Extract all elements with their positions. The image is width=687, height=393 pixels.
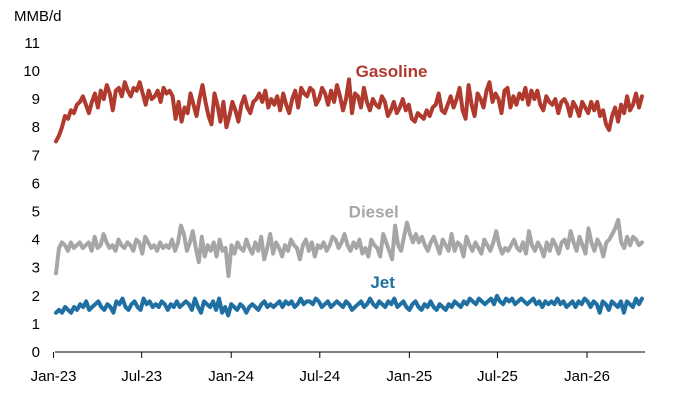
jet-line (54, 293, 644, 318)
x-tick-label: Jan-25 (386, 368, 432, 385)
x-axis-ticks: Jan-23 Jul-23 Jan-24 Jul-24 Jan-25 Jul-25 Jan-… (31, 352, 610, 385)
jet-series-label: Jet (370, 273, 395, 292)
y-axis-unit-label: MMB/d (14, 8, 62, 25)
x-tick-label: Jan-23 (31, 368, 77, 385)
x-tick-label: Jul-24 (299, 368, 340, 385)
y-tick-label: 11 (24, 35, 40, 52)
x-tick-label: Jan-26 (564, 368, 610, 385)
gasoline-series-label: Gasoline (356, 62, 428, 81)
series-labels: Gasoline Diesel Jet (349, 62, 428, 292)
y-tick-label: 10 (23, 63, 40, 80)
series-lines (54, 77, 644, 318)
y-tick-label: 7 (32, 147, 40, 164)
diesel-series-label: Diesel (349, 203, 399, 222)
gasoline-line (54, 77, 644, 144)
diesel-line (54, 217, 644, 279)
y-tick-label: 1 (32, 316, 40, 333)
y-tick-label: 8 (32, 119, 40, 136)
y-tick-label: 5 (32, 204, 40, 221)
y-tick-label: 4 (32, 232, 40, 249)
y-tick-label: 0 (32, 344, 40, 361)
y-tick-label: 3 (32, 260, 40, 277)
y-axis-tick-labels: 0 1 2 3 4 5 6 7 8 9 10 11 (23, 35, 40, 361)
y-tick-label: 6 (32, 175, 40, 192)
x-tick-label: Jul-25 (477, 368, 518, 385)
y-tick-label: 9 (32, 91, 40, 108)
x-tick-label: Jan-24 (208, 368, 254, 385)
x-tick-label: Jul-23 (121, 368, 162, 385)
y-tick-label: 2 (32, 288, 40, 305)
